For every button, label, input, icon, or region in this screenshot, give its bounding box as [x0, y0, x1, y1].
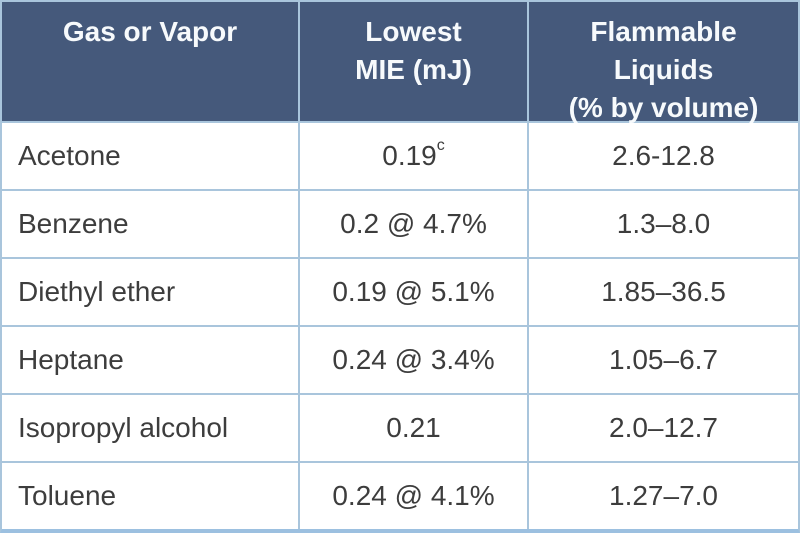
cell-flammable-range: 1.3–8.0: [529, 191, 798, 257]
cell-mie-value: 0.2 @ 4.7%: [300, 191, 529, 257]
table-row: Benzene 0.2 @ 4.7% 1.3–8.0: [2, 189, 798, 257]
cell-gas-name: Toluene: [2, 463, 300, 529]
mie-value-text: 0.19 @ 5.1%: [332, 276, 495, 307]
table-row: Toluene 0.24 @ 4.1% 1.27–7.0: [2, 461, 798, 529]
cell-gas-name: Diethyl ether: [2, 259, 300, 325]
cell-mie-value: 0.24 @ 3.4%: [300, 327, 529, 393]
cell-gas-name: Benzene: [2, 191, 300, 257]
table-header-row: Gas or Vapor Lowest MIE (mJ) Flammable L…: [2, 2, 798, 127]
table-row: Diethyl ether 0.19 @ 5.1% 1.85–36.5: [2, 257, 798, 325]
mie-value-text: 0.21: [386, 412, 441, 443]
cell-gas-name: Isopropyl alcohol: [2, 395, 300, 461]
mie-value-text: 0.24 @ 4.1%: [332, 480, 495, 511]
cell-flammable-range: 1.85–36.5: [529, 259, 798, 325]
table-row: Acetone 0.19 c 2.6-12.8: [2, 121, 798, 189]
cell-mie-value: 0.19 c: [300, 123, 529, 189]
cell-gas-name: Heptane: [2, 327, 300, 393]
mie-value-text: 0.24 @ 3.4%: [332, 344, 495, 375]
cell-mie-value: 0.21: [300, 395, 529, 461]
cell-flammable-range: 2.6-12.8: [529, 123, 798, 189]
mie-value-text: 0.2 @ 4.7%: [340, 208, 487, 239]
table-row: Isopropyl alcohol 0.21 2.0–12.7: [2, 393, 798, 461]
column-header-gas-or-vapor: Gas or Vapor: [2, 2, 300, 127]
table-row: Heptane 0.24 @ 3.4% 1.05–6.7: [2, 325, 798, 393]
cell-mie-value: 0.24 @ 4.1%: [300, 463, 529, 529]
column-header-flammable-liquids: Flammable Liquids (% by volume): [568, 16, 759, 123]
cell-mie-value: 0.19 @ 5.1%: [300, 259, 529, 325]
cell-flammable-range: 2.0–12.7: [529, 395, 798, 461]
mie-footnote-superscript: c: [436, 137, 445, 154]
column-header-lowest-mie: Lowest MIE (mJ): [300, 2, 529, 127]
mie-value-text: 0.19: [382, 140, 437, 171]
cell-gas-name: Acetone: [2, 123, 300, 189]
cell-flammable-range: 1.05–6.7: [529, 327, 798, 393]
cell-flammable-range: 1.27–7.0: [529, 463, 798, 529]
